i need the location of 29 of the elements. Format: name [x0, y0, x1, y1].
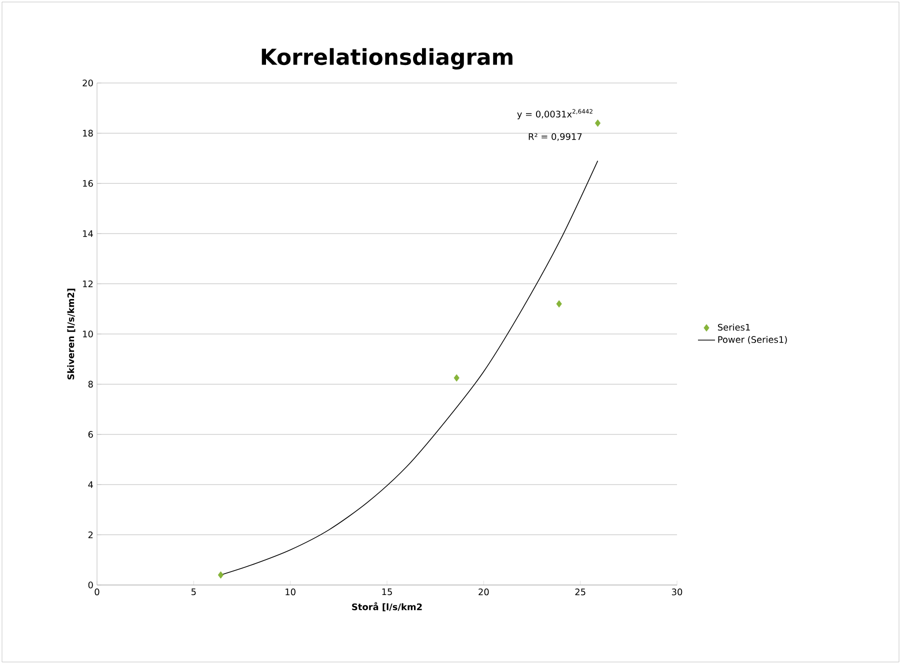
x-tick-label: 25	[575, 588, 586, 596]
x-tick-label: 30	[672, 588, 682, 596]
x-tick-label: 5	[192, 588, 196, 596]
point	[556, 300, 562, 308]
y-tick-label: 0	[88, 582, 93, 588]
y-tick-label: 6	[88, 431, 93, 438]
y-tick-label: 2	[88, 531, 93, 538]
y-tick-label: 4	[88, 481, 93, 488]
annotation: R² = 0,9917	[528, 133, 582, 141]
y-tick-label: 14	[83, 230, 93, 237]
point	[218, 571, 224, 579]
y-tick-label: 18	[83, 130, 93, 137]
x-tick-label: 10	[286, 588, 296, 596]
legend-label: Power (Series1)	[718, 336, 787, 344]
x-tick-label: 20	[478, 588, 489, 596]
x-tick-label: 15	[382, 588, 392, 596]
x-tick-label: 0	[94, 588, 100, 596]
annotation: y = 0,0031x$^{2,6442}$	[517, 109, 592, 120]
y-tick-label: 10	[83, 330, 93, 338]
chart-title: Korrelationsdiagram	[262, 48, 512, 70]
legend-label: Series1	[718, 324, 750, 331]
y-axis-title: Skiveren [l/s/km2]	[67, 288, 76, 380]
y-tick-label: 20	[82, 80, 93, 86]
y-tick-label: 12	[83, 280, 93, 288]
y-tick-label: 16	[83, 180, 93, 187]
point	[454, 374, 460, 382]
x-axis-title: Storå [l/s/km2	[352, 602, 422, 612]
y-tick-label: 8	[88, 380, 93, 388]
point	[594, 119, 601, 127]
